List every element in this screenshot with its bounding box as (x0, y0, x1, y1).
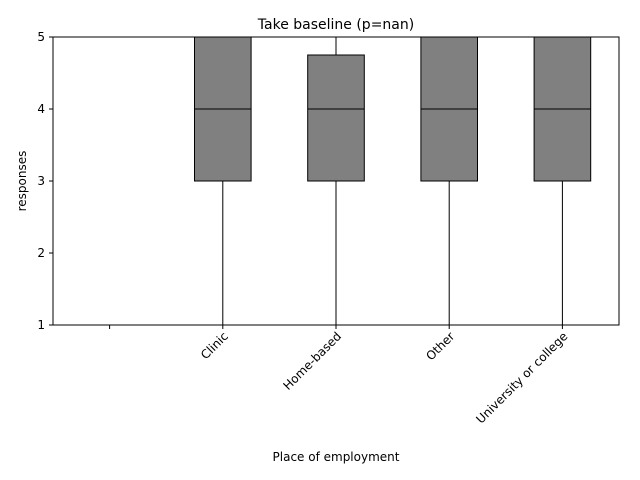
y-axis-label: responses (15, 151, 29, 212)
y-tick-label: 3 (37, 174, 45, 188)
x-axis: Clinic Home-based Other University or colle… (109, 325, 571, 426)
x-tick-label: Home-based (280, 329, 344, 393)
y-tick-label: 1 (37, 318, 45, 332)
y-tick-label: 4 (37, 102, 45, 116)
plot-area (194, 36, 592, 326)
box-group (420, 36, 478, 326)
iqr-box (307, 54, 365, 182)
x-tick-label: University or college (473, 329, 570, 426)
box-group (194, 36, 252, 326)
y-tick-label: 2 (37, 246, 45, 260)
y-tick-label: 5 (37, 30, 45, 44)
x-tick-label: Other (423, 329, 457, 363)
x-tick-label: Clinic (198, 329, 231, 362)
y-axis: 1 2 3 4 5 (37, 30, 53, 332)
box-group (307, 36, 365, 326)
x-axis-label: Place of employment (273, 450, 400, 464)
box-group (533, 36, 592, 326)
chart-title: Take baseline (p=nan) (257, 17, 414, 33)
